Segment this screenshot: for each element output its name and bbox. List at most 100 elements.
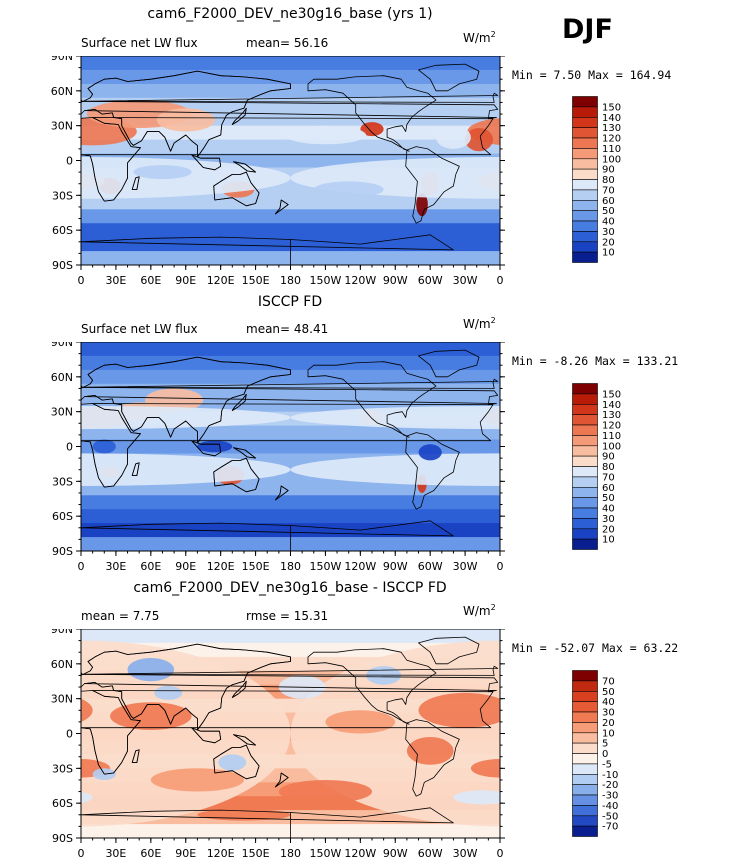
colorbar-label: 110 bbox=[602, 431, 621, 442]
lon-tick-label: 90W bbox=[383, 847, 408, 860]
colorbar-swatch bbox=[572, 466, 598, 478]
colorbar-swatch bbox=[572, 680, 598, 692]
lon-tick-label: 30W bbox=[453, 847, 478, 860]
lat-tick-label: 30N bbox=[51, 693, 73, 706]
lat-tick-label: 90S bbox=[52, 259, 73, 272]
colorbar-swatch bbox=[572, 670, 598, 682]
lon-tick-label: 60E bbox=[140, 560, 161, 573]
colorbar-label: 20 bbox=[602, 237, 615, 248]
colorbar-label: 100 bbox=[602, 441, 621, 452]
lon-tick-label: 30W bbox=[453, 274, 478, 287]
coastlines bbox=[81, 63, 499, 265]
lon-tick-label: 0 bbox=[497, 560, 504, 573]
colorbar-label: -20 bbox=[602, 780, 618, 791]
colorbar-label: 70 bbox=[602, 185, 615, 196]
lon-tick-label: 120E bbox=[207, 560, 235, 573]
lon-tick-label: 60W bbox=[418, 274, 443, 287]
colorbar-swatch bbox=[572, 393, 598, 405]
colorbar-label: 80 bbox=[602, 462, 615, 473]
colorbar-label: 30 bbox=[602, 708, 615, 719]
colorbar-label: 100 bbox=[602, 154, 621, 165]
colorbar-label: -5 bbox=[602, 759, 612, 770]
colorbar-label: 20 bbox=[602, 718, 615, 729]
colorbar-label: 90 bbox=[602, 165, 615, 176]
colorbar-swatch bbox=[572, 455, 598, 467]
lon-tick-label: 150W bbox=[309, 274, 341, 287]
colorbar-label: -10 bbox=[602, 770, 618, 781]
colorbar-swatch bbox=[572, 179, 598, 191]
colorbar-label: 70 bbox=[602, 676, 615, 687]
colorbar-swatch bbox=[572, 424, 598, 436]
lon-tick-label: 180 bbox=[280, 560, 301, 573]
colorbar-label: 120 bbox=[602, 134, 621, 145]
coastlines bbox=[81, 349, 499, 551]
colorbar-swatch bbox=[572, 200, 598, 212]
panel-variable-label: mean = 7.75 bbox=[81, 609, 160, 623]
panel-variable-label: Surface net LW flux bbox=[81, 322, 198, 336]
lat-tick-label: 60S bbox=[52, 510, 73, 523]
panel-title-diff: cam6_F2000_DEV_ne30g16_base - ISCCP FD bbox=[133, 580, 447, 596]
panel-units-label: W/m2 bbox=[463, 316, 496, 331]
colorbar-swatch bbox=[572, 220, 598, 232]
lon-tick-label: 180 bbox=[280, 274, 301, 287]
colorbar-label: 110 bbox=[602, 144, 621, 155]
lat-tick-label: 90N bbox=[51, 629, 73, 636]
colorbar-swatch bbox=[572, 805, 598, 817]
lon-tick-label: 120E bbox=[207, 274, 235, 287]
colorbar-swatch bbox=[572, 148, 598, 160]
colorbar-label: 0 bbox=[602, 749, 608, 760]
colorbar-label: 150 bbox=[602, 389, 621, 400]
colorbar-label: 60 bbox=[602, 196, 615, 207]
lon-tick-label: 120W bbox=[344, 560, 376, 573]
lat-tick-label: 30S bbox=[52, 189, 73, 202]
colorbar-swatch bbox=[572, 722, 598, 734]
colorbar-swatch bbox=[572, 127, 598, 139]
colorbar-swatch bbox=[572, 106, 598, 118]
lon-tick-label: 90E bbox=[175, 560, 196, 573]
colorbar-swatch bbox=[572, 158, 598, 170]
colorbar-swatch bbox=[572, 189, 598, 201]
colorbar-swatch bbox=[572, 383, 598, 395]
colorbar-swatch bbox=[572, 711, 598, 723]
lon-tick-label: 90W bbox=[383, 274, 408, 287]
colorbar-label: 50 bbox=[602, 687, 615, 698]
colorbar-swatch bbox=[572, 507, 598, 519]
colorbar-label: 50 bbox=[602, 493, 615, 504]
lat-tick-label: 60S bbox=[52, 797, 73, 810]
panel-min-max-label: Min = -8.26 Max = 133.21 bbox=[512, 354, 679, 368]
lat-tick-label: 90N bbox=[51, 342, 73, 349]
panel-title-model: cam6_F2000_DEV_ne30g16_base (yrs 1) bbox=[147, 6, 433, 22]
colorbar-swatch bbox=[572, 774, 598, 786]
colorbar-swatch bbox=[572, 518, 598, 530]
lon-tick-label: 60W bbox=[418, 560, 443, 573]
map-diff: 90N 60N 30N 0 30S 60S 90S 0 30E 60E 90E 120E 150E 180… bbox=[51, 629, 505, 860]
colorbar-label: 90 bbox=[602, 452, 615, 463]
lon-tick-label: 150W bbox=[309, 847, 341, 860]
lat-tick-label: 60S bbox=[52, 224, 73, 237]
colorbar-label: 40 bbox=[602, 504, 615, 515]
colorbar-label: 80 bbox=[602, 175, 615, 186]
lon-tick-label: 30E bbox=[105, 847, 126, 860]
lon-tick-label: 0 bbox=[497, 847, 504, 860]
colorbar-swatch bbox=[572, 753, 598, 765]
lat-tick-label: 30N bbox=[51, 406, 73, 419]
colorbar-swatch bbox=[572, 414, 598, 426]
colorbar-swatch bbox=[572, 96, 598, 108]
lon-tick-label: 0 bbox=[78, 847, 85, 860]
colorbar-swatch bbox=[572, 435, 598, 447]
lon-tick-label: 30E bbox=[105, 274, 126, 287]
colorbar-label: 60 bbox=[602, 483, 615, 494]
lon-tick-label: 0 bbox=[497, 274, 504, 287]
colorbar-label: 70 bbox=[602, 472, 615, 483]
lon-tick-label: 90W bbox=[383, 560, 408, 573]
colorbar-swatch bbox=[572, 487, 598, 499]
map-obs: 90N 60N 30N 0 30S 60S 90S 0 30E 60E 90E 120E 150E 180… bbox=[51, 342, 505, 573]
lon-tick-label: 180 bbox=[280, 847, 301, 860]
colorbar-swatch bbox=[572, 497, 598, 509]
colorbar-label: 10 bbox=[602, 728, 615, 739]
lat-tick-label: 30N bbox=[51, 120, 73, 133]
lat-tick-label: 90S bbox=[52, 832, 73, 845]
colorbar-label: 10 bbox=[602, 535, 615, 546]
panel-stat-label: mean= 56.16 bbox=[246, 36, 329, 50]
